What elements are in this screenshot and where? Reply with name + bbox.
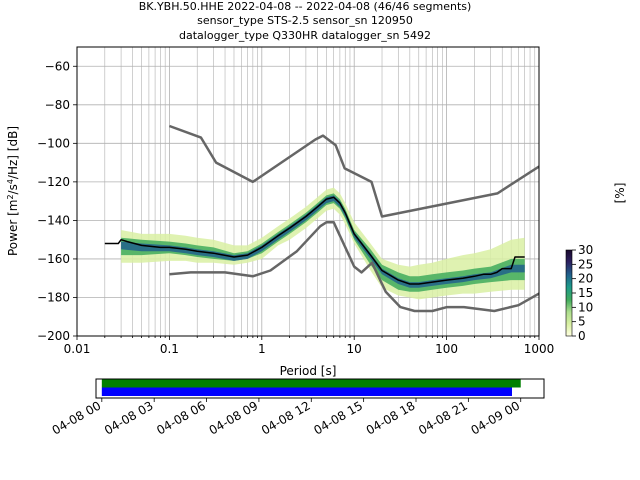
timeline-tick-label: 04-08 12	[259, 398, 313, 437]
density-band	[121, 193, 525, 292]
timeline-bar-psd	[101, 387, 513, 396]
x-axis: 0.01 0.1 1 10 100 1000	[64, 336, 555, 356]
y-axis-label: Power [m2/s4/Hz] [dB]	[6, 126, 20, 256]
colorbar-label: [%]	[613, 183, 627, 204]
x-tick-label: 10	[347, 342, 362, 356]
timeline-tick-label: 04-08 03	[102, 398, 156, 437]
data-coverage-timeline	[101, 379, 521, 396]
density-band	[121, 195, 525, 288]
y-tick-label: −200	[37, 329, 70, 343]
x-tick-label: 100	[435, 342, 458, 356]
colorbar-tick-label: 5	[578, 315, 586, 329]
plot-frame	[76, 46, 540, 337]
y-axis: −200 −180 −160 −140 −120 −100 −80 −60	[37, 59, 77, 343]
colorbar	[565, 249, 573, 337]
low-noise-model-line	[169, 221, 539, 313]
x-tick-label: 1000	[524, 342, 555, 356]
colorbar-tick-label: 30	[578, 243, 593, 257]
colorbar-tick-label: 15	[578, 286, 593, 300]
timeline-tick-label: 04-08 18	[364, 398, 418, 437]
colorbar-tick-label: 25	[578, 257, 593, 271]
y-tick-label: −120	[37, 175, 70, 189]
y-tick-label: −160	[37, 252, 70, 266]
timeline-tick-label: 04-08 15	[311, 398, 365, 437]
mode-curve-line	[104, 196, 525, 285]
timeline-frame	[95, 378, 545, 399]
x-tick-label: 0.1	[160, 342, 179, 356]
x-tick-label: 1	[258, 342, 266, 356]
chart-title-line-3: datalogger_type Q330HR datalogger_sn 549…	[179, 29, 431, 42]
y-tick-label: −140	[37, 213, 70, 227]
x-tick-label: 0.01	[64, 342, 91, 356]
y-tick-label: −100	[37, 136, 70, 150]
y-tick-label: −180	[37, 290, 70, 304]
colorbar-tick-label: 0	[578, 329, 586, 343]
chart-title-line-1: BK.YBH.50.HHE 2022-04-08 -- 2022-04-08 (…	[139, 0, 472, 13]
timeline-tick-label: 04-08 21	[416, 398, 470, 437]
psd-density	[121, 187, 525, 300]
density-band	[121, 187, 525, 300]
timeline-tick-label: 04-08 06	[154, 398, 208, 437]
x-axis-label: Period [s]	[280, 364, 337, 378]
timeline-tick-label: 04-08 09	[207, 398, 261, 437]
timeline-tick-label: 04-09 00	[469, 398, 523, 437]
timeline-bar-data	[101, 379, 521, 388]
y-tick-label: −60	[45, 59, 70, 73]
high-noise-model-line	[168, 124, 539, 218]
colorbar-tick-label: 10	[578, 300, 593, 314]
y-tick-label: −80	[45, 98, 70, 112]
colorbar-tick-label: 20	[578, 272, 593, 286]
noise-models	[168, 124, 539, 313]
chart-title-line-2: sensor_type STS-2.5 sensor_sn 120950	[197, 14, 413, 27]
timeline-tick-label: 04-08 00	[50, 398, 104, 437]
mode-curve	[104, 196, 525, 285]
